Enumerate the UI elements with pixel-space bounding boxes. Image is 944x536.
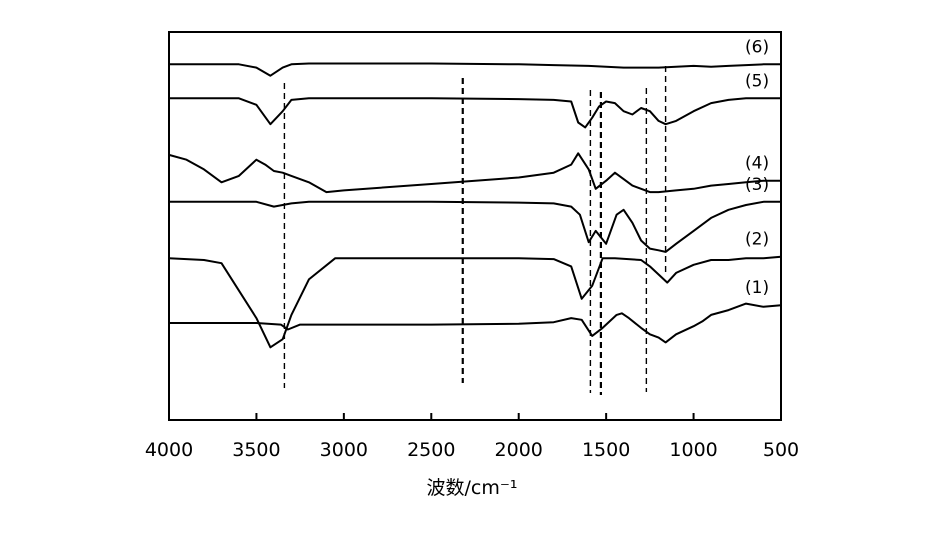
x-tick-label: 4000 xyxy=(145,439,193,461)
plot-frame xyxy=(168,31,782,421)
x-axis-title: 波数/cm⁻¹ xyxy=(426,477,517,499)
series-label: (3) xyxy=(745,175,769,195)
series-line xyxy=(168,255,782,349)
series-layer: (1) (2) (3)(4) (5) (6) xyxy=(168,37,782,349)
x-tick-label: 2000 xyxy=(495,439,543,461)
series-label: (1) xyxy=(745,278,769,298)
x-tick-label: 500 xyxy=(763,439,799,461)
series-line xyxy=(169,97,781,129)
x-tick-label: 1000 xyxy=(669,439,717,461)
x-tick-label: 2500 xyxy=(407,439,455,461)
x-axis-ticks: 4000 3500 3000 2500 2000 1500 1000 500 xyxy=(145,413,799,461)
reference-lines xyxy=(283,66,667,395)
series-line xyxy=(168,152,781,194)
x-tick-label: 1500 xyxy=(582,439,630,461)
series-line xyxy=(169,62,781,77)
series-line xyxy=(169,200,781,253)
series-label: (6) xyxy=(745,37,769,57)
series-label: (2) xyxy=(745,230,769,250)
series-label: (4) xyxy=(745,154,769,174)
x-tick-label: 3500 xyxy=(232,439,280,461)
series-line xyxy=(169,302,782,344)
x-tick-label: 3000 xyxy=(320,439,368,461)
series-label: (5) xyxy=(745,71,769,91)
